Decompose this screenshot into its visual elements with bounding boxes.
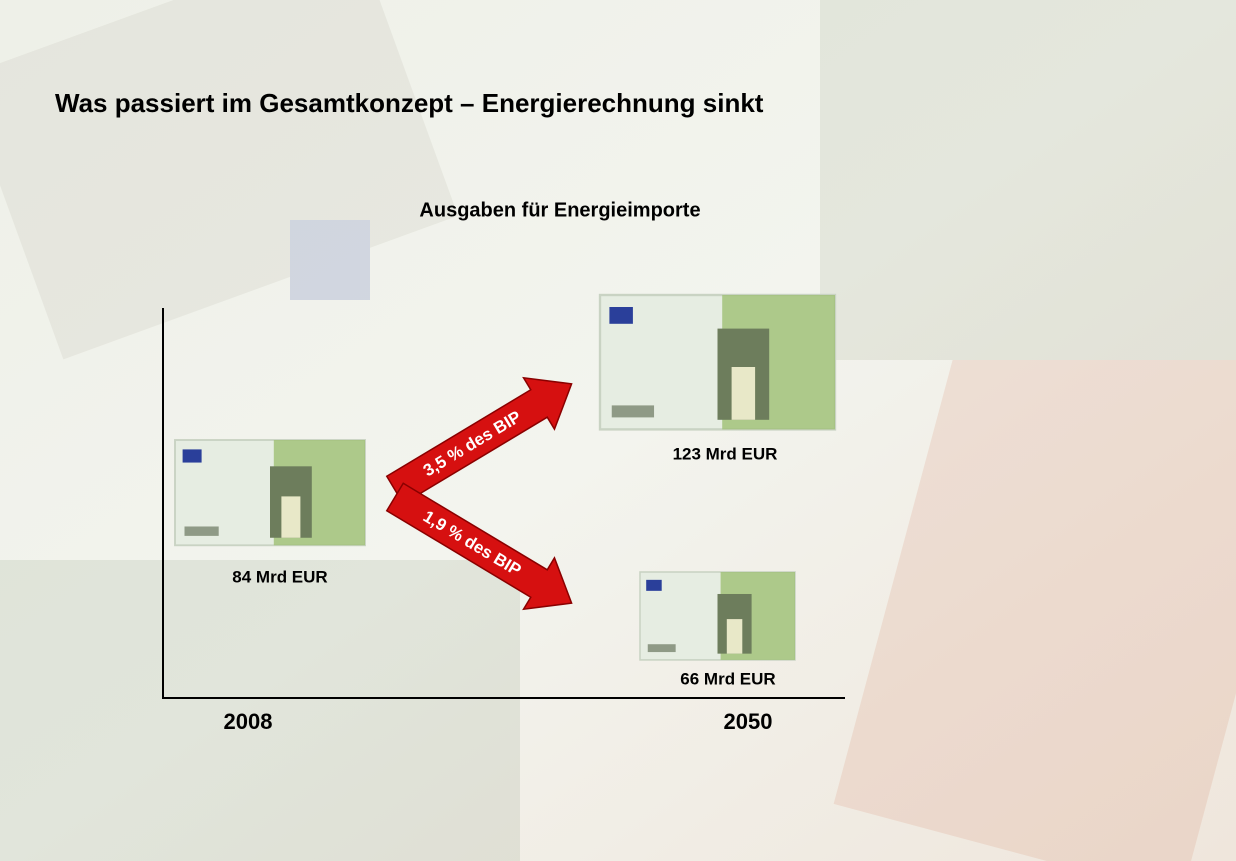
year-label: 2050 bbox=[724, 709, 773, 734]
banknote bbox=[640, 572, 795, 660]
value-label: 123 Mrd EUR bbox=[673, 444, 778, 463]
subtitle: Ausgaben für Energieimporte bbox=[419, 199, 700, 221]
value-label: 66 Mrd EUR bbox=[680, 669, 775, 688]
banknote bbox=[600, 295, 835, 429]
value-label: 84 Mrd EUR bbox=[232, 567, 327, 586]
title: Was passiert im Gesamtkonzept – Energier… bbox=[55, 88, 764, 118]
banknote bbox=[175, 440, 365, 545]
year-label: 2008 bbox=[224, 709, 273, 734]
slide: Was passiert im Gesamtkonzept – Energier… bbox=[0, 0, 1236, 861]
